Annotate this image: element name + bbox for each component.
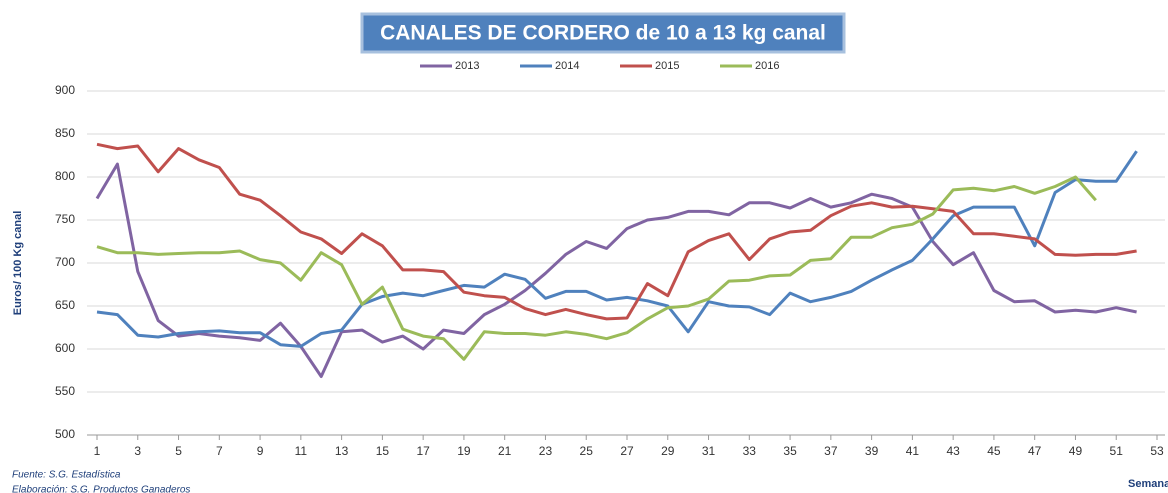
y-tick-label: 650	[55, 298, 75, 312]
y-axis-label: Euros/ 100 Kg canal	[12, 211, 24, 316]
y-tick-label: 550	[55, 384, 75, 398]
x-tick-label: 19	[457, 444, 471, 458]
credit-note: Elaboración: S.G. Productos Ganaderos	[12, 485, 190, 493]
x-tick-label: 21	[498, 444, 512, 458]
chart-title: CANALES DE CORDERO de 10 a 13 kg canal	[380, 22, 826, 45]
x-tick-label: 11	[295, 444, 308, 458]
x-tick-label: 13	[335, 444, 349, 458]
x-tick-label: 35	[783, 444, 797, 458]
series-line	[96, 142, 1137, 321]
x-tick-label: 33	[743, 444, 757, 458]
x-tick-label: 9	[257, 444, 264, 458]
x-tick-label: 23	[539, 444, 553, 458]
x-tick-label: 17	[416, 444, 430, 458]
x-tick-label: 29	[661, 444, 675, 458]
x-tick-label: 1	[94, 444, 101, 458]
legend-label: 2014	[555, 60, 579, 72]
x-tick-label: 49	[1069, 444, 1083, 458]
x-tick-label: 39	[865, 444, 879, 458]
x-tick-label: 7	[216, 444, 223, 458]
y-tick-label: 800	[55, 169, 75, 183]
series-line	[96, 175, 1097, 361]
x-tick-label: 43	[946, 444, 960, 458]
legend-label: 2016	[755, 60, 779, 72]
x-tick-label: 51	[1110, 444, 1124, 458]
x-tick-label: 31	[702, 444, 716, 458]
y-tick-label: 600	[55, 341, 75, 355]
x-tick-label: 25	[580, 444, 594, 458]
y-tick-label: 900	[55, 83, 75, 97]
x-tick-label: 41	[906, 444, 920, 458]
series-line	[96, 150, 1138, 348]
title-box	[360, 12, 846, 54]
y-tick-label: 750	[55, 212, 75, 226]
x-tick-label: 15	[376, 444, 390, 458]
series-line	[95, 162, 1137, 378]
legend-label: 2013	[455, 60, 479, 72]
y-tick-label: 700	[55, 255, 75, 269]
x-tick-label: 3	[134, 444, 141, 458]
y-tick-label: 500	[55, 427, 75, 441]
y-tick-label: 850	[55, 126, 75, 140]
x-tick-label: 53	[1150, 444, 1164, 458]
x-tick-label: 37	[824, 444, 838, 458]
legend-label: 2015	[655, 60, 679, 72]
x-tick-label: 27	[620, 444, 634, 458]
x-axis-label: Semanas	[1128, 478, 1168, 490]
x-tick-label: 45	[987, 444, 1001, 458]
x-tick-label: 47	[1028, 444, 1042, 458]
x-tick-label: 5	[175, 444, 182, 458]
source-note: Fuente: S.G. Estadística	[12, 470, 121, 481]
